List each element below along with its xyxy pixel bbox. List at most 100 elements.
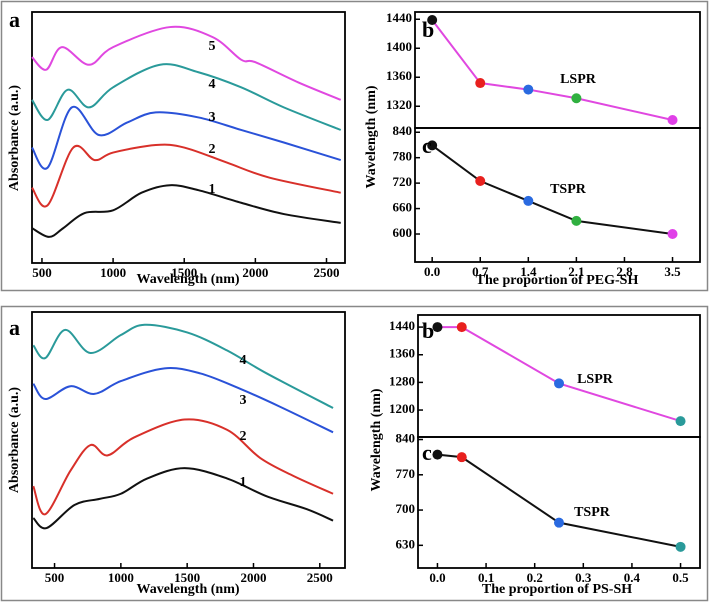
point <box>432 322 443 333</box>
x-tick-label: 1000 <box>100 265 126 280</box>
curve-label: 4 <box>209 77 216 92</box>
point <box>456 322 467 333</box>
x-tick-label: 0.7 <box>472 264 489 279</box>
curve-label: 1 <box>240 475 247 490</box>
point <box>571 215 582 226</box>
x-axis-label: Wavelength (nm) <box>136 272 239 287</box>
x-tick-label: 0.1 <box>478 570 494 585</box>
point <box>456 452 467 463</box>
x-tick-label: 3.5 <box>664 264 681 279</box>
series-line <box>32 367 334 434</box>
x-tick-label: 2000 <box>240 570 266 585</box>
x-tick-label: 0.4 <box>624 570 641 585</box>
plot-frame <box>417 314 701 438</box>
curve-label: 4 <box>240 353 247 368</box>
y-axis-label: Absorbance (a.u.) <box>7 85 22 192</box>
y-tick-label: 600 <box>393 225 413 240</box>
point <box>427 140 438 151</box>
curve-label: 2 <box>240 429 247 444</box>
x-tick-label: 0.3 <box>575 570 592 585</box>
y-tick-label: 1360 <box>389 346 415 361</box>
series-line <box>437 326 681 423</box>
point <box>554 517 564 528</box>
x-tick-label: 0.0 <box>424 264 440 279</box>
curve-label: 1 <box>209 182 216 197</box>
y-tick-label: 720 <box>393 174 413 189</box>
x-tick-label: 1500 <box>174 570 200 585</box>
series-line <box>437 453 681 548</box>
x-tick-label: 2.1 <box>568 264 584 279</box>
y-axis-label: Wavelength (nm) <box>369 388 384 491</box>
y-tick-label: 700 <box>396 501 416 516</box>
y-tick-label: 840 <box>393 123 413 138</box>
plot-frame <box>414 11 701 129</box>
point <box>667 229 678 240</box>
y-tick-label: 1320 <box>386 97 412 112</box>
series-line <box>32 323 334 409</box>
point <box>475 176 486 187</box>
series-line <box>31 184 341 238</box>
y-tick-label: 1400 <box>386 39 412 54</box>
plot-frame <box>31 311 346 569</box>
curve-label: 2 <box>209 142 216 157</box>
curve-label: 5 <box>209 39 216 54</box>
x-tick-label: 500 <box>32 265 52 280</box>
y-tick-label: 1360 <box>386 68 412 83</box>
x-axis-label: Wavelength (nm) <box>136 582 239 597</box>
x-tick-label: 1500 <box>171 265 197 280</box>
point <box>523 195 534 206</box>
panel-letter: a <box>9 315 20 340</box>
x-tick-label: 500 <box>45 570 65 585</box>
plot-frame <box>31 11 346 264</box>
x-tick-label: 2.8 <box>616 264 633 279</box>
x-tick-label: 0.0 <box>429 570 445 585</box>
series-line <box>31 25 342 101</box>
panel-letter: c <box>422 440 432 465</box>
x-tick-label: 2500 <box>307 570 333 585</box>
y-tick-label: 1200 <box>389 401 415 416</box>
x-tick-label: 2000 <box>242 265 268 280</box>
curve-label: 3 <box>240 393 247 408</box>
series-line <box>31 105 342 170</box>
point <box>675 541 686 552</box>
series-annotation: TSPR <box>550 182 587 197</box>
point <box>523 84 534 95</box>
series-annotation: LSPR <box>577 372 614 387</box>
x-axis-label: The proportion of PS-SH <box>482 582 632 597</box>
point <box>675 416 686 427</box>
y-tick-label: 1440 <box>389 318 415 333</box>
plot-frame <box>414 127 701 263</box>
series-line <box>32 418 334 516</box>
series-annotation: LSPR <box>560 72 597 87</box>
series-line <box>431 19 673 122</box>
y-tick-label: 840 <box>396 431 416 446</box>
y-axis-label: Wavelength (nm) <box>364 85 379 188</box>
series-line <box>31 143 341 208</box>
panel-letter: b <box>422 17 434 42</box>
y-tick-label: 1440 <box>386 10 412 25</box>
x-tick-label: 1.4 <box>520 264 537 279</box>
top-frame <box>0 0 709 292</box>
x-tick-label: 0.2 <box>527 570 543 585</box>
point <box>571 93 582 104</box>
y-tick-label: 660 <box>393 200 413 215</box>
y-tick-label: 770 <box>396 466 416 481</box>
series-line <box>31 63 342 131</box>
point <box>554 378 564 389</box>
x-axis-label: The proportion of PEG-SH <box>476 273 639 288</box>
point <box>427 14 438 25</box>
y-tick-label: 630 <box>396 536 416 551</box>
y-tick-label: 780 <box>393 149 413 164</box>
plot-frame <box>417 436 701 569</box>
y-tick-label: 1280 <box>389 373 415 388</box>
panel-letter: c <box>422 133 432 158</box>
point <box>475 78 486 89</box>
point <box>667 115 678 126</box>
point <box>432 449 443 460</box>
series-annotation: TSPR <box>574 505 611 520</box>
bottom-frame <box>0 305 709 602</box>
panel-letter: b <box>422 318 434 343</box>
panel-letter: a <box>9 7 20 32</box>
x-tick-label: 1000 <box>108 570 134 585</box>
